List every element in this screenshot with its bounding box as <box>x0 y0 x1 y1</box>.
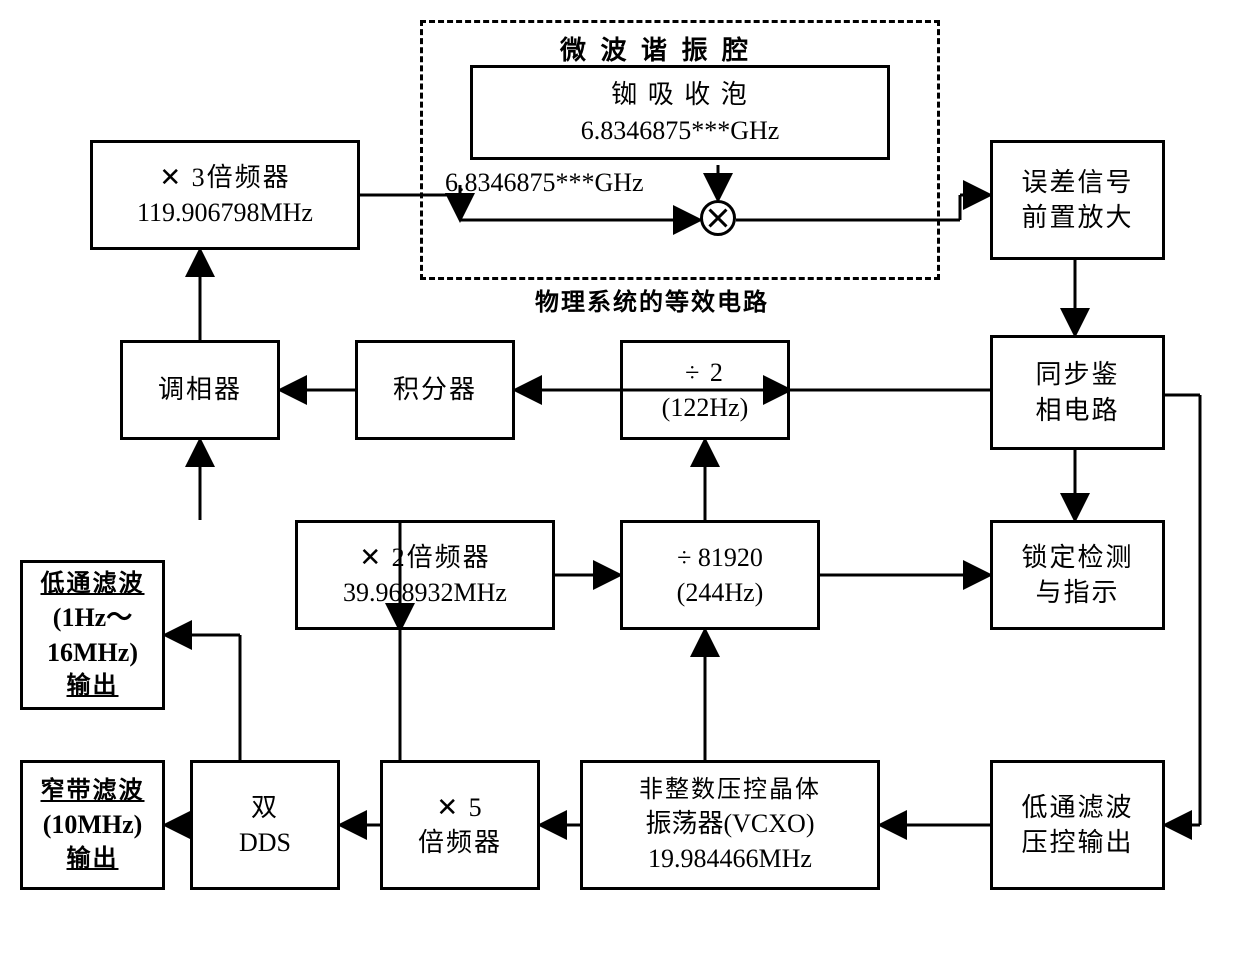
mult3-l1: ✕ 3倍频器 <box>159 160 290 195</box>
syncpd-l1: 同步鉴 <box>1035 357 1119 392</box>
div81920-l1: ÷ 81920 <box>677 540 763 575</box>
nbf-out-l2: (10MHz) <box>43 807 143 842</box>
equiv-circuit-label: 物理系统的等效电路 <box>535 282 769 317</box>
syncpd-l2: 相电路 <box>1035 393 1119 428</box>
div2-l2: (122Hz) <box>662 390 749 425</box>
absorption-cell-freq: 6.8346875***GHz <box>581 113 780 148</box>
mult2-box: ✕ 2倍频器 39.968932MHz <box>295 520 555 630</box>
vcxo-l2: 振荡器(VCXO) <box>646 806 815 841</box>
preamp-l1: 误差信号 <box>1021 165 1133 200</box>
syncpd-box: 同步鉴 相电路 <box>990 335 1165 450</box>
lpf-out-l3: 16MHz) <box>47 635 138 670</box>
div81920-l2: (244Hz) <box>677 575 764 610</box>
lockdet-box: 锁定检测 与指示 <box>990 520 1165 630</box>
lockdet-l2: 与指示 <box>1035 575 1119 610</box>
preamp-box: 误差信号 前置放大 <box>990 140 1165 260</box>
nbf-out-box: 窄带滤波 (10MHz) 输出 <box>20 760 165 890</box>
mixer-icon <box>700 200 736 236</box>
integ-l1: 积分器 <box>393 372 477 407</box>
lpf-out-l4: 输出 <box>67 670 119 702</box>
lpf-out-box: 低通滤波 (1Hz～ 16MHz) 输出 <box>20 560 165 710</box>
div2-l1: ÷ 2 <box>685 355 725 390</box>
diagram-canvas: 微 波 谐 振 腔 铷 吸 收 泡 6.8346875***GHz 6.8346… <box>0 0 1240 960</box>
absorption-cell-box: 铷 吸 收 泡 6.8346875***GHz <box>470 65 890 160</box>
nbf-out-l3: 输出 <box>67 843 119 875</box>
mult5-l2: 倍频器 <box>418 825 502 860</box>
dds-box: 双 DDS <box>190 760 340 890</box>
mult2-l2: 39.968932MHz <box>343 575 507 610</box>
lockdet-l1: 锁定检测 <box>1021 540 1133 575</box>
lpf-out-l2: (1Hz～ <box>53 600 132 635</box>
mult3-box: ✕ 3倍频器 119.906798MHz <box>90 140 360 250</box>
mixer-input-freq: 6.8346875***GHz <box>445 168 644 198</box>
mult5-box: ✕ 5 倍频器 <box>380 760 540 890</box>
lpf-vc-box: 低通滤波 压控输出 <box>990 760 1165 890</box>
integ-box: 积分器 <box>355 340 515 440</box>
preamp-l2: 前置放大 <box>1021 200 1133 235</box>
vcxo-l3: 19.984466MHz <box>648 841 812 876</box>
phasemod-box: 调相器 <box>120 340 280 440</box>
dds-l2: DDS <box>239 825 291 860</box>
vcxo-box: 非整数压控晶体 振荡器(VCXO) 19.984466MHz <box>580 760 880 890</box>
lpf-out-l1: 低通滤波 <box>41 568 145 600</box>
mult5-l1: ✕ 5 <box>436 790 483 825</box>
dds-l1: 双 <box>251 790 279 825</box>
absorption-cell-label: 铷 吸 收 泡 <box>611 77 749 112</box>
vcxo-l1: 非整数压控晶体 <box>639 774 821 806</box>
div2-box: ÷ 2 (122Hz) <box>620 340 790 440</box>
cavity-title: 微 波 谐 振 腔 <box>560 30 752 67</box>
lpf-vc-l1: 低通滤波 <box>1021 790 1133 825</box>
lpf-vc-l2: 压控输出 <box>1021 825 1133 860</box>
mult2-l1: ✕ 2倍频器 <box>359 540 490 575</box>
phasemod-l1: 调相器 <box>158 372 242 407</box>
div81920-box: ÷ 81920 (244Hz) <box>620 520 820 630</box>
mult3-l2: 119.906798MHz <box>137 195 313 230</box>
nbf-out-l1: 窄带滤波 <box>41 775 145 807</box>
